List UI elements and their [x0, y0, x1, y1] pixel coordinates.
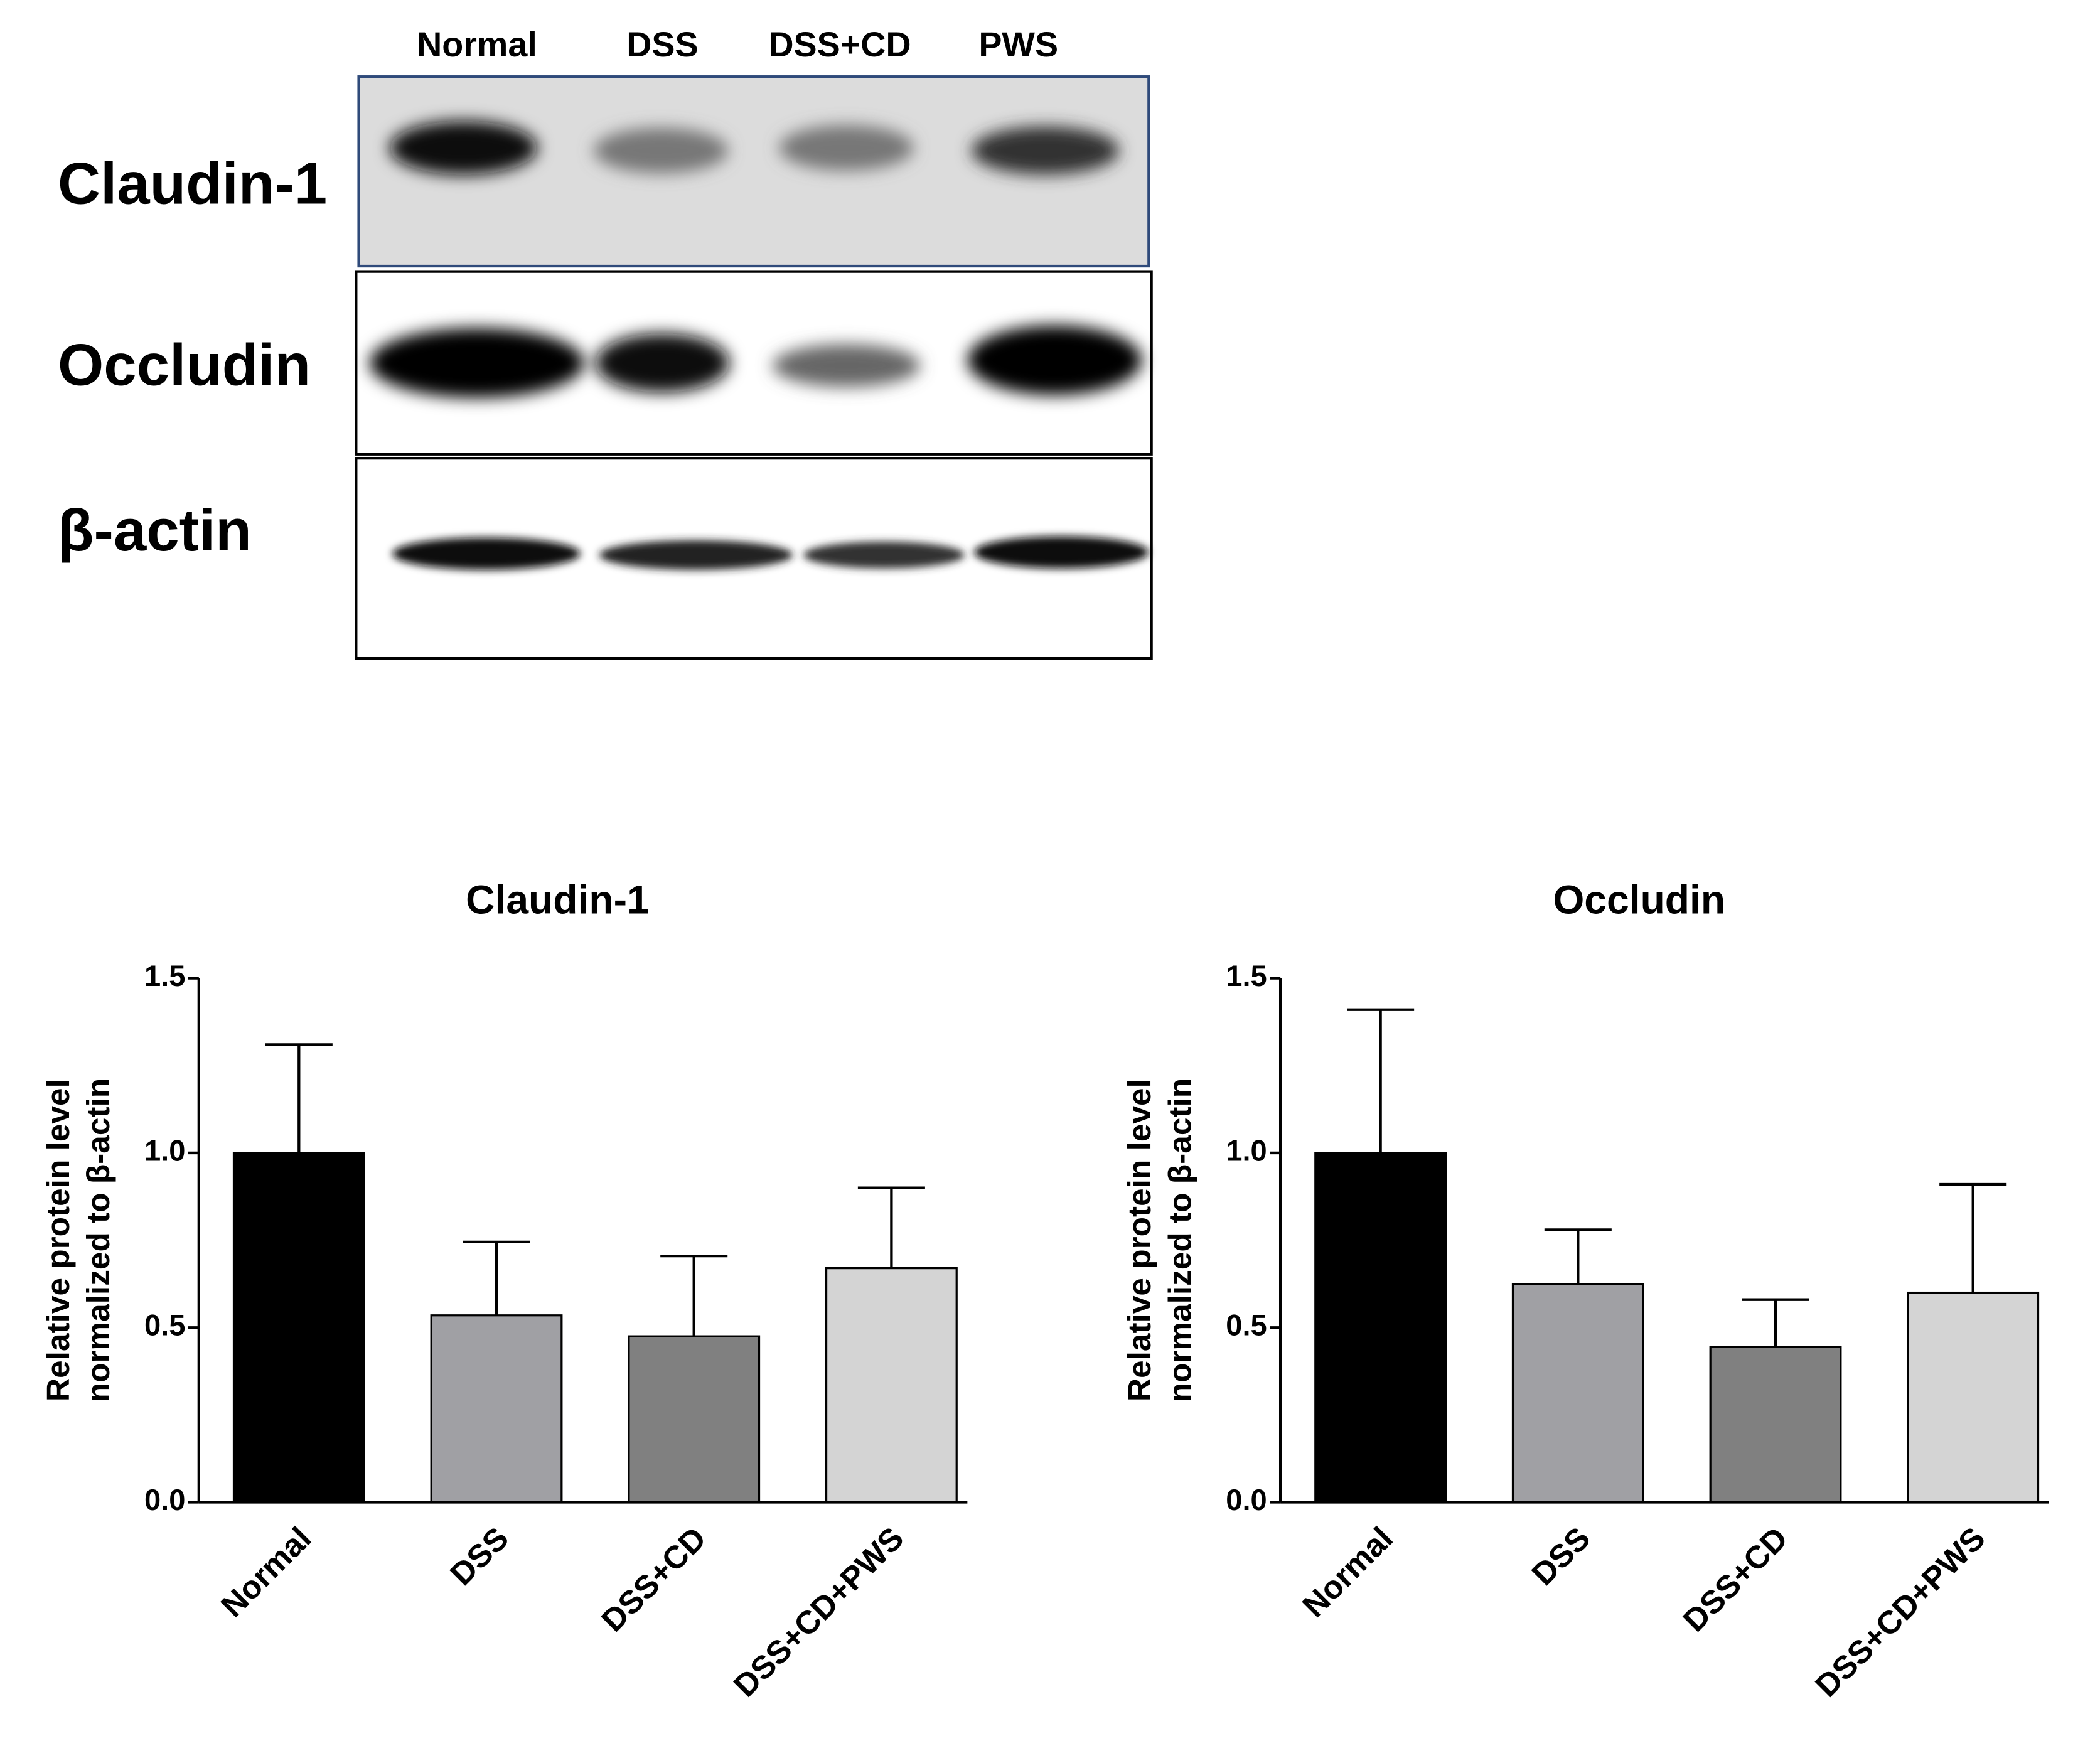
bands	[369, 325, 1142, 398]
bar	[232, 1152, 365, 1504]
y-axis-label: Relative protein level	[40, 1079, 76, 1401]
bands	[392, 536, 1149, 570]
chart-title: Claudin-1	[466, 877, 650, 923]
bar	[825, 1267, 958, 1504]
lane-label: PWS	[978, 25, 1058, 64]
x-tick-label: DSS+CD+PWS	[1808, 1519, 1992, 1703]
bar	[628, 1335, 761, 1504]
y-tick-label: 1.5	[1226, 959, 1267, 992]
row-label: β-actin	[58, 497, 252, 563]
x-tick-label: DSS+CD	[594, 1519, 713, 1638]
x-tick-label: DSS	[443, 1519, 516, 1592]
lane-label: DSS+CD	[768, 25, 911, 64]
y-tick-label: 1.0	[144, 1133, 185, 1167]
y-axis-label: normalized to β-actin	[80, 1078, 116, 1402]
y-tick-label: 0.5	[144, 1309, 185, 1342]
y-tick-label: 0.0	[144, 1483, 185, 1516]
y-tick-label: 0.0	[1226, 1483, 1267, 1516]
x-tick-label: DSS+CD+PWS	[726, 1519, 910, 1703]
lane-label: Normal	[417, 25, 537, 64]
bar	[1907, 1291, 2040, 1504]
western-blot: Normal DSS DSS+CD PWS Claudin-1 Occludin…	[58, 25, 1153, 660]
y-axis-label: Relative protein level	[1121, 1079, 1157, 1401]
bar	[1511, 1283, 1644, 1504]
y-tick-label: 0.5	[1226, 1309, 1267, 1342]
chart-title: Occludin	[1553, 877, 1725, 923]
x-tick-label: Normal	[213, 1519, 318, 1624]
y-axis-label: normalized to β-actin	[1161, 1078, 1197, 1402]
row-label: Occludin	[58, 332, 311, 398]
y-tick-label: 1.0	[1226, 1133, 1267, 1167]
bands	[389, 121, 1120, 175]
y-tick-label: 1.5	[144, 959, 185, 992]
x-tick-label: DSS	[1524, 1519, 1597, 1592]
bar	[430, 1314, 563, 1504]
bar	[1314, 1152, 1447, 1504]
bar	[1709, 1346, 1842, 1504]
x-tick-label: Normal	[1295, 1519, 1400, 1624]
x-tick-label: DSS+CD	[1676, 1519, 1794, 1638]
lane-label: DSS	[626, 25, 698, 64]
row-label: Claudin-1	[58, 151, 327, 217]
